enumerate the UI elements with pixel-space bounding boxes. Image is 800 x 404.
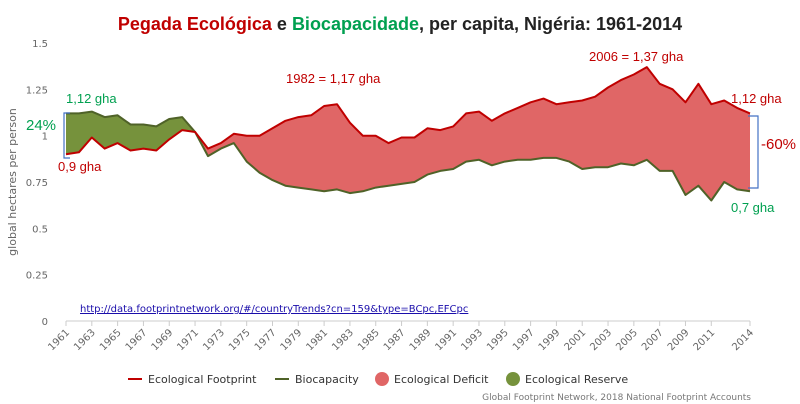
x-tick-label-7: 1975 [227,327,253,353]
y-axis-ticks: 0 0.25 0.5 0.75 1 1.25 1.5 [26,39,48,328]
x-tick-label-12: 1985 [356,327,382,353]
x-tick-label-11: 1983 [330,327,356,353]
legend-item-reserve[interactable]: Ecological Reserve [506,372,628,386]
title-footprint: Pegada Ecológica [118,14,273,34]
x-tick-label-13: 1987 [382,327,408,353]
x-tick-label-19: 1999 [537,327,563,353]
source-link[interactable]: http://data.footprintnetwork.org/#/count… [80,304,468,315]
y-tick-label-4: 1 [42,132,48,143]
annotation-peak-2006: 2006 = 1,37 gha [589,49,684,64]
legend-footprint-label: Ecological Footprint [148,373,257,386]
legend-item-biocapacity[interactable]: Biocapacity [275,373,359,386]
y-tick-label-0: 0 [42,317,48,328]
x-tick-label-15: 1991 [434,327,460,353]
legend-item-footprint[interactable]: Ecological Footprint [128,373,257,386]
legend-biocapacity-label: Biocapacity [295,373,359,386]
reserve-bracket [63,112,70,159]
x-tick-label-23: 2007 [640,327,666,353]
legend-item-deficit[interactable]: Ecological Deficit [375,372,489,386]
legend-reserve-label: Ecological Reserve [525,373,628,386]
x-tick-label-0: 1961 [46,327,72,353]
legend-reserve-dot-icon [506,372,520,386]
x-tick-label-4: 1969 [150,327,176,353]
footprint-line [65,66,751,156]
x-tick-label-21: 2003 [588,327,614,353]
x-tick-label-8: 1977 [253,327,279,353]
title-biocapacity: Biocapacidade [292,14,419,34]
x-axis-ticks: 1961 1963 1965 1967 1969 1971 1973 1975 1977 1979… [46,321,756,353]
x-tick-label-10: 1981 [304,327,330,353]
y-tick-label-3: 0.75 [26,178,48,189]
annotation-end-biocapacity: 0,7 gha [731,200,775,215]
reserve-percent-label: 24% [26,117,56,134]
reserve-area-0 [66,111,196,155]
x-tick-label-20: 2001 [563,327,589,353]
chart-lines [65,66,751,202]
legend-deficit-label: Ecological Deficit [394,373,489,386]
y-tick-label-6: 1.5 [32,39,48,50]
deficit-area-1 [195,67,751,201]
x-tick-label-14: 1989 [408,327,434,353]
x-tick-label-22: 2005 [614,327,640,353]
x-tick-label-25: 2011 [692,327,718,353]
y-tick-label-1: 0.25 [26,271,48,282]
x-tick-label-2: 1965 [98,327,124,353]
annotation-end-footprint: 1,12 gha [731,91,782,106]
x-tick-label-16: 1993 [459,327,485,353]
chart-title: Pegada Ecológica e Biocapacidade, per ca… [118,14,682,34]
x-tick-label-17: 1995 [485,327,511,353]
x-tick-label-24: 2009 [666,327,692,353]
x-tick-label-18: 1997 [511,327,537,353]
x-tick-label-1: 1963 [72,327,98,353]
y-tick-label-2: 0.5 [32,224,48,235]
y-tick-label-5: 1.25 [26,85,48,96]
legend: Ecological Footprint Biocapacity Ecologi… [128,372,628,386]
x-tick-label-3: 1967 [124,327,150,353]
legend-deficit-dot-icon [375,372,389,386]
annotation-peak-1982: 1982 = 1,17 gha [286,71,381,86]
deficit-bracket [748,115,759,189]
title-and: e [272,14,292,34]
x-tick-label-9: 1979 [279,327,305,353]
x-tick-label-6: 1973 [201,327,227,353]
deficit-percent-label: -60% [761,136,796,153]
biocapacity-line [66,110,751,202]
y-axis-label: global hectares per person [6,108,19,256]
x-tick-label-26: 2014 [730,327,756,353]
annotation-start-biocapacity: 1,12 gha [66,91,117,106]
annotation-start-footprint: 0,9 gha [58,159,102,174]
credit-text: Global Footprint Network, 2018 National … [482,393,751,403]
x-tick-label-5: 1971 [175,327,201,353]
chart-areas [66,67,751,201]
title-rest: , per capita, Nigéria: 1961-2014 [419,14,682,34]
